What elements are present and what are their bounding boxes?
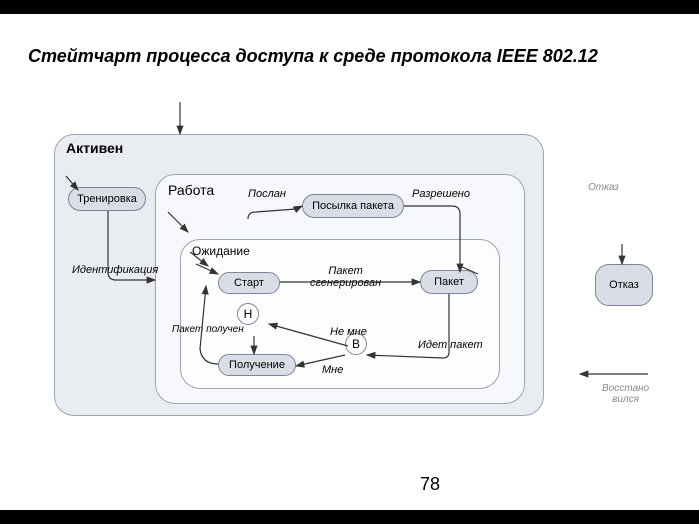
label-restore: Восстановился xyxy=(602,384,649,405)
label-sent: Послан xyxy=(248,188,286,200)
node-packet: Пакет xyxy=(420,270,478,294)
region-work-label: Работа xyxy=(168,182,214,198)
label-not-me: Не мне xyxy=(330,326,367,338)
label-refusal: Отказ xyxy=(588,182,619,193)
label-incoming: Идет пакет xyxy=(418,339,483,351)
node-train: Тренировка xyxy=(68,187,146,211)
label-me: Мне xyxy=(322,364,343,376)
node-send: Посылка пакета xyxy=(302,194,404,218)
label-gotpkt: Пакет получен xyxy=(172,324,244,335)
region-wait-label: Ожидание xyxy=(192,244,250,258)
page-number: 78 xyxy=(420,474,440,495)
region-active-label: Активен xyxy=(66,140,123,156)
node-refuse: Отказ xyxy=(595,264,653,306)
slide-title: Стейтчарт процесса доступа к среде прото… xyxy=(28,46,598,67)
label-allowed: Разрешено xyxy=(412,188,470,200)
node-h: H xyxy=(237,303,259,325)
slide: Стейтчарт процесса доступа к среде прото… xyxy=(0,14,699,510)
node-recv: Получение xyxy=(218,354,296,376)
label-ident: Идентификация xyxy=(72,264,158,276)
node-start: Старт xyxy=(218,272,280,294)
label-generated: Пакетсгенерирован xyxy=(310,266,381,289)
